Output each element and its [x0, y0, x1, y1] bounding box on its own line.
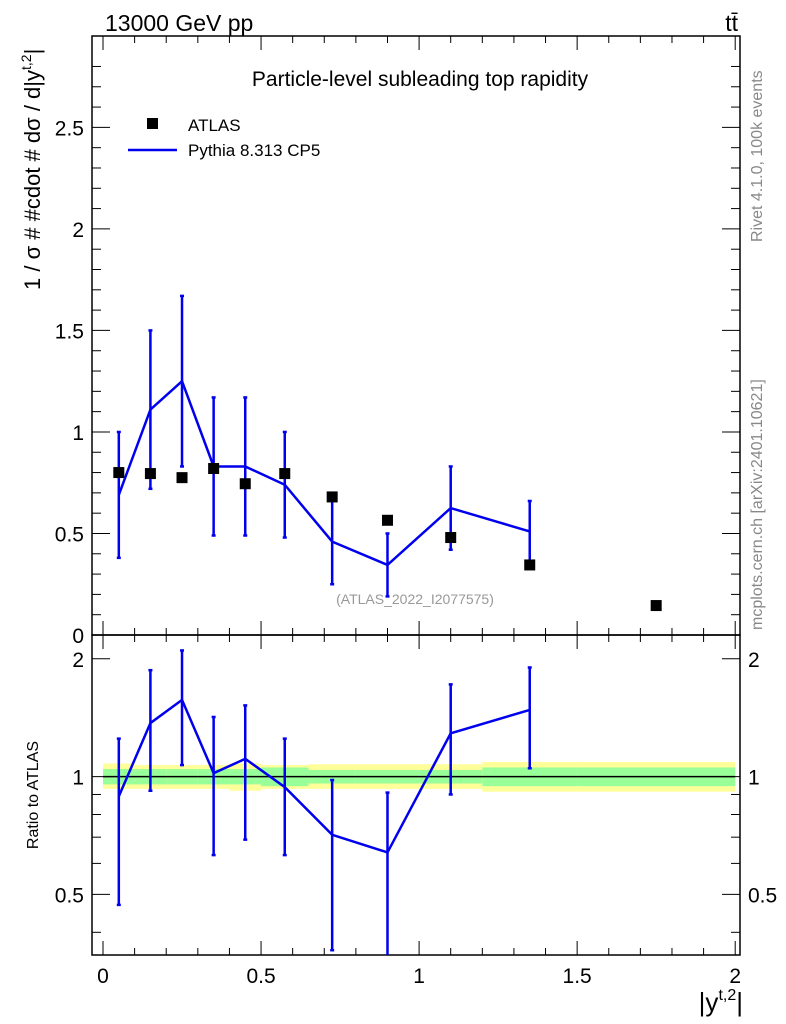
ratio-y-tick-label-left: 2 — [72, 649, 84, 672]
atlas-data-point — [208, 462, 220, 474]
x-axis-label: |yt,2| — [699, 987, 743, 1017]
energy-label: 13000 GeV pp — [105, 10, 253, 36]
atlas-data-point — [239, 478, 251, 490]
x-tick-label: 0 — [97, 965, 109, 988]
legend-atlas-marker — [147, 118, 158, 129]
x-tick-label: 1 — [413, 965, 425, 988]
ratio-panel-frame — [91, 634, 741, 956]
ratio-y-tick-label-left: 0.5 — [55, 884, 84, 907]
atlas-data-point — [176, 472, 188, 484]
x-tick-label: 1.5 — [563, 965, 592, 988]
mcplots-label: mcplots.cern.ch [arXiv:2401.10621] — [749, 379, 766, 630]
legend-mc-label: Pythia 8.313 CP5 — [188, 141, 320, 160]
atlas-data-point — [524, 559, 536, 571]
ratio-y-tick-label-left: 1 — [72, 767, 84, 790]
x-tick-label: 2 — [729, 965, 741, 988]
analysis-id: (ATLAS_2022_I2077575) — [336, 591, 494, 607]
atlas-data-point — [113, 467, 125, 479]
legend-atlas-label: ATLAS — [188, 116, 241, 135]
atlas-data-point — [650, 600, 662, 612]
main-y-tick-label: 0.5 — [55, 523, 84, 546]
main-y-tick-label: 0 — [72, 625, 84, 648]
main-y-tick-label: 1.5 — [55, 320, 84, 343]
main-y-tick-label: 1 — [72, 422, 84, 445]
main-y-tick-label: 2 — [72, 219, 84, 242]
ratio-mc-line — [117, 697, 531, 854]
ratio-ylabel: Ratio to ATLAS — [25, 741, 42, 849]
ratio-y-tick-label-right: 0.5 — [748, 884, 777, 907]
atlas-data-point — [144, 468, 156, 480]
main-y-tick-label: 2.5 — [55, 117, 84, 140]
mc-line — [117, 379, 531, 567]
ratio-y-tick-label-right: 1 — [748, 767, 760, 790]
atlas-data-point — [279, 468, 291, 480]
atlas-data-point — [381, 514, 393, 526]
atlas-data-point — [445, 532, 457, 544]
plot-title: Particle-level subleading top rapidity — [252, 68, 589, 91]
atlas-data-point — [326, 491, 338, 503]
ratio-y-tick-label-right: 2 — [748, 649, 760, 672]
process-label: tt̄ — [725, 10, 738, 36]
main-ylabel: 1 / σ # #cdot # dσ / d|yt,2| — [18, 49, 45, 290]
x-tick-label: 0.5 — [246, 965, 275, 988]
rivet-label: Rivet 4.1.0, 100k events — [749, 70, 766, 242]
